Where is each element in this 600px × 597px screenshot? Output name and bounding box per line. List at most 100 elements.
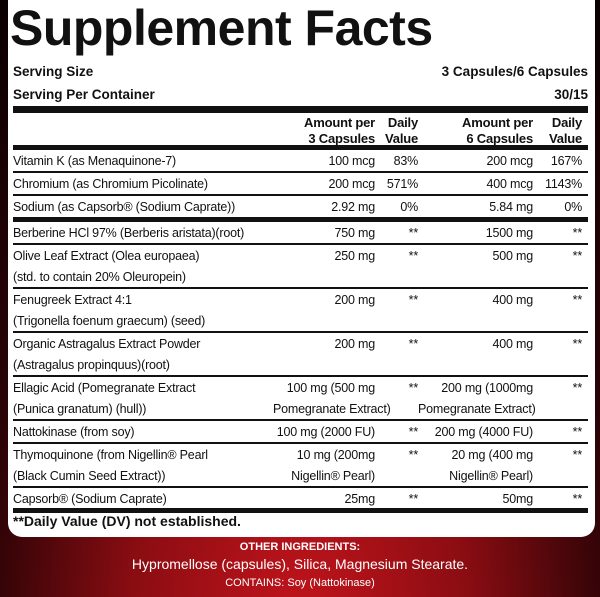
header-dv-6: Daily Value (533, 113, 582, 147)
daily-value-6: ** (533, 444, 583, 487)
daily-value-3: ** (375, 222, 419, 244)
daily-value-6: ** (533, 333, 583, 376)
daily-value-3-line: ** (408, 293, 419, 307)
nutrient-name: Nattokinase (from soy) (13, 421, 273, 443)
divider-bar (13, 508, 588, 513)
nutrient-name-line: Sodium (as Capsorb® (Sodium Caprate)) (13, 200, 236, 214)
daily-value-3: ** (375, 488, 419, 510)
daily-value-3-line: ** (408, 448, 419, 462)
daily-value-6-line: ** (572, 381, 583, 395)
daily-value-3: ** (375, 245, 419, 288)
nutrient-name-line: Chromium (as Chromium Picolinate) (13, 177, 208, 191)
table-row: Capsorb® (Sodium Caprate) 25mg ** 50mg ** (13, 488, 588, 509)
amount-3-capsules: 750 mg (273, 222, 376, 244)
serving-size-label: Serving Size (13, 64, 94, 79)
nutrient-name-line: (Punica granatum) (hull)) (13, 402, 147, 416)
daily-value-6: 1143% (533, 173, 582, 195)
amount-3-capsules: 200 mg (273, 289, 376, 332)
table-row: Berberine HCl 97% (Berberis aristata)(ro… (13, 222, 588, 245)
nutrient-name-line: Berberine HCl 97% (Berberis aristata)(ro… (13, 226, 245, 240)
daily-value-6: ** (533, 245, 583, 288)
amount-3-capsules-line: 100 mg (2000 FU) (276, 425, 375, 439)
nutrient-name-line: Nattokinase (from soy) (13, 425, 135, 439)
amount-6-capsules: 50mg (418, 488, 534, 510)
header-text: Value (549, 131, 582, 146)
other-ingredients-list: Hypromellose (capsules), Silica, Magnesi… (131, 556, 469, 572)
amount-6-capsules-line: 400 mcg (486, 177, 533, 191)
serving-size: Serving Size 3 Capsules/6 Capsules (13, 63, 588, 81)
nutrient-name-line: Ellagic Acid (Pomegranate Extract (13, 381, 196, 395)
daily-value-6: ** (533, 289, 583, 332)
amount-3-capsules: 25mg (273, 488, 376, 510)
header-amount-6: Amount per 6 Capsules (418, 113, 533, 147)
amount-3-capsules: 250 mg (273, 245, 376, 288)
daily-value-6-line: ** (572, 249, 583, 263)
amount-6-capsules-line: 200 mg (1000mg (441, 381, 533, 395)
header-text: Value (385, 131, 418, 146)
daily-value-6-line: ** (572, 492, 583, 506)
nutrient-name-line: (Trigonella foenum graecum) (seed) (13, 314, 206, 328)
amount-6-capsules: 20 mg (400 mg Nigellin® Pearl) (418, 444, 533, 487)
facts-table: Amount per 3 Capsules Daily Value Amount p… (13, 113, 588, 509)
nutrient-name-line: Capsorb® (Sodium Caprate) (13, 492, 167, 506)
nutrient-name-line: Organic Astragalus Extract Powder (13, 337, 201, 351)
amount-3-capsules-line: 200 mg (334, 293, 376, 307)
header-text: Amount per (462, 115, 533, 130)
daily-value-3-line: ** (408, 381, 419, 395)
serving-per-container-label: Serving Per Container (13, 87, 155, 102)
divider-bar (13, 106, 588, 113)
amount-3-capsules: 200 mcg (273, 173, 375, 195)
amount-6-capsules-line: Nigellin® Pearl) (449, 469, 533, 483)
daily-value-6-line: ** (572, 425, 583, 439)
daily-value-3-line: 0% (400, 200, 418, 214)
amount-3-capsules: 100 mg (500 mg Pomegranate Extract) (273, 377, 391, 420)
table-row: Fenugreek Extract 4:1 (Trigonella foenum … (13, 289, 588, 333)
nutrient-name: Fenugreek Extract 4:1 (Trigonella foenum … (13, 289, 273, 332)
nutrient-name: Vitamin K (as Menaquinone-7) (13, 150, 273, 172)
nutrient-name-line: (Black Cumin Seed Extract)) (13, 469, 166, 483)
daily-value-3-line: ** (408, 226, 419, 240)
daily-value-3: ** (375, 444, 419, 487)
amount-3-capsules: 2.92 mg (273, 196, 375, 218)
daily-value-3-line: ** (408, 425, 419, 439)
amount-6-capsules-line: 5.84 mg (489, 200, 533, 214)
amount-3-capsules-line: 750 mg (334, 226, 376, 240)
amount-6-capsules: 200 mcg (418, 150, 533, 172)
amount-3-capsules-line: Pomegranate Extract) (273, 402, 391, 416)
daily-value-6-line: ** (572, 226, 583, 240)
amount-3-capsules: 200 mg (273, 333, 376, 376)
serving-size-value: 3 Capsules/6 Capsules (441, 64, 588, 79)
nutrient-name-line: (Astragalus propinquus)(root) (13, 358, 170, 372)
other-ingredients-heading: OTHER INGREDIENTS: (239, 541, 361, 553)
table-row: Organic Astragalus Extract Powder (Astrag… (13, 333, 588, 377)
daily-value-3-line: 83% (393, 154, 419, 168)
header-text: Daily (387, 115, 418, 130)
amount-3-capsules-line: 250 mg (334, 249, 376, 263)
amount-6-capsules-line: 500 mg (492, 249, 534, 263)
amount-6-capsules: 400 mg (418, 289, 534, 332)
daily-value-6-line: ** (572, 293, 583, 307)
daily-value-3: ** (375, 421, 419, 443)
nutrient-name-line: Olive Leaf Extract (Olea europaea) (13, 249, 200, 263)
table-row: Thymoquinone (from Nigellin® Pearl (Black… (13, 444, 588, 488)
amount-6-capsules: 200 mg (4000 FU) (418, 421, 533, 443)
amount-3-capsules-line: 100 mg (500 mg (286, 381, 375, 395)
nutrient-name: Capsorb® (Sodium Caprate) (13, 488, 273, 510)
daily-value-6-line: 167% (550, 154, 582, 168)
amount-3-capsules: 10 mg (200mg Nigellin® Pearl) (273, 444, 375, 487)
daily-value-6: ** (533, 222, 583, 244)
amount-6-capsules-line: 50mg (502, 492, 534, 506)
daily-value-6: ** (533, 488, 583, 510)
amount-6-capsules-line: 200 mg (4000 FU) (434, 425, 533, 439)
nutrient-name: Ellagic Acid (Pomegranate Extract (Punica… (13, 377, 273, 420)
nutrient-name: Sodium (as Capsorb® (Sodium Caprate)) (13, 196, 273, 218)
amount-3-capsules-line: 200 mcg (328, 177, 375, 191)
daily-value-6-line: ** (572, 448, 583, 462)
header-amount-3: Amount per 3 Capsules (273, 113, 375, 147)
amount-6-capsules: 500 mg (418, 245, 534, 288)
facts-panel (8, 0, 595, 537)
table-row: Chromium (as Chromium Picolinate) 200 mcg… (13, 173, 588, 196)
daily-value-3-line: ** (408, 249, 419, 263)
nutrient-name-line: Thymoquinone (from Nigellin® Pearl (13, 448, 208, 462)
table-row: Olive Leaf Extract (Olea europaea) (std. … (13, 245, 588, 289)
